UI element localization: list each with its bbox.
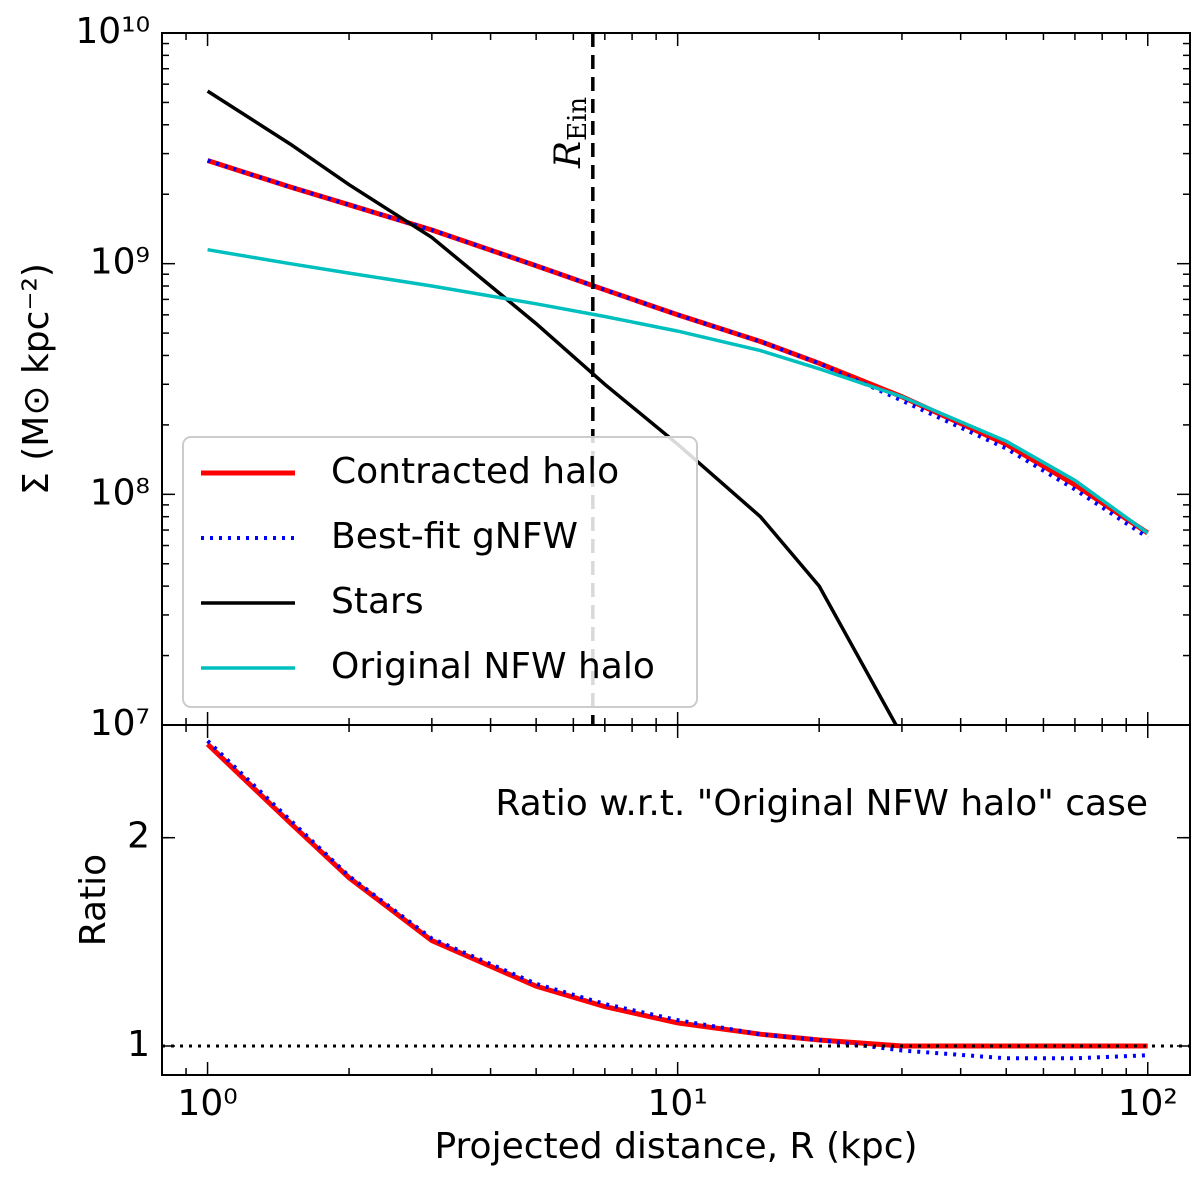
x-tick-label: 10⁰ — [177, 1083, 237, 1124]
y-tick-label: 10⁹ — [90, 242, 150, 283]
y-tick-label: 10⁷ — [90, 703, 150, 744]
series-line — [206, 739, 1148, 1061]
legend-box — [182, 436, 698, 708]
label-main: R — [548, 141, 589, 169]
legend-label: Original NFW halo — [331, 646, 655, 687]
reference-label: REin — [548, 97, 593, 169]
series-line — [206, 158, 1150, 536]
series-line — [206, 89, 899, 725]
x-axis-label: Projected distance, R (kpc) — [434, 1126, 917, 1167]
series-line — [207, 247, 1149, 535]
x-tick-label: 10² — [1118, 1083, 1178, 1124]
series-line — [205, 742, 1148, 1049]
legend-label: Contracted halo — [331, 451, 619, 492]
label-sub: Ein — [563, 97, 593, 141]
y-tick-label: 10¹⁰ — [75, 11, 150, 52]
y-axis-label: Σ (M⊙ kpc⁻²) — [16, 263, 57, 495]
x-tick-label: 10¹ — [648, 1083, 708, 1124]
annotation: Ratio w.r.t. "Original NFW halo" case — [495, 783, 1148, 824]
legend-label: Stars — [331, 581, 424, 622]
plot-area — [206, 89, 1150, 725]
axes-frame — [161, 724, 1191, 1076]
y-axis-label: Ratio — [73, 854, 114, 946]
legend-label: Best-fit gNFW — [331, 516, 578, 557]
y-tick-label: 10⁸ — [90, 472, 150, 513]
y-tick-label: 1 — [127, 1024, 150, 1065]
y-tick-label: 2 — [127, 816, 150, 857]
plot-area — [205, 739, 1148, 1061]
